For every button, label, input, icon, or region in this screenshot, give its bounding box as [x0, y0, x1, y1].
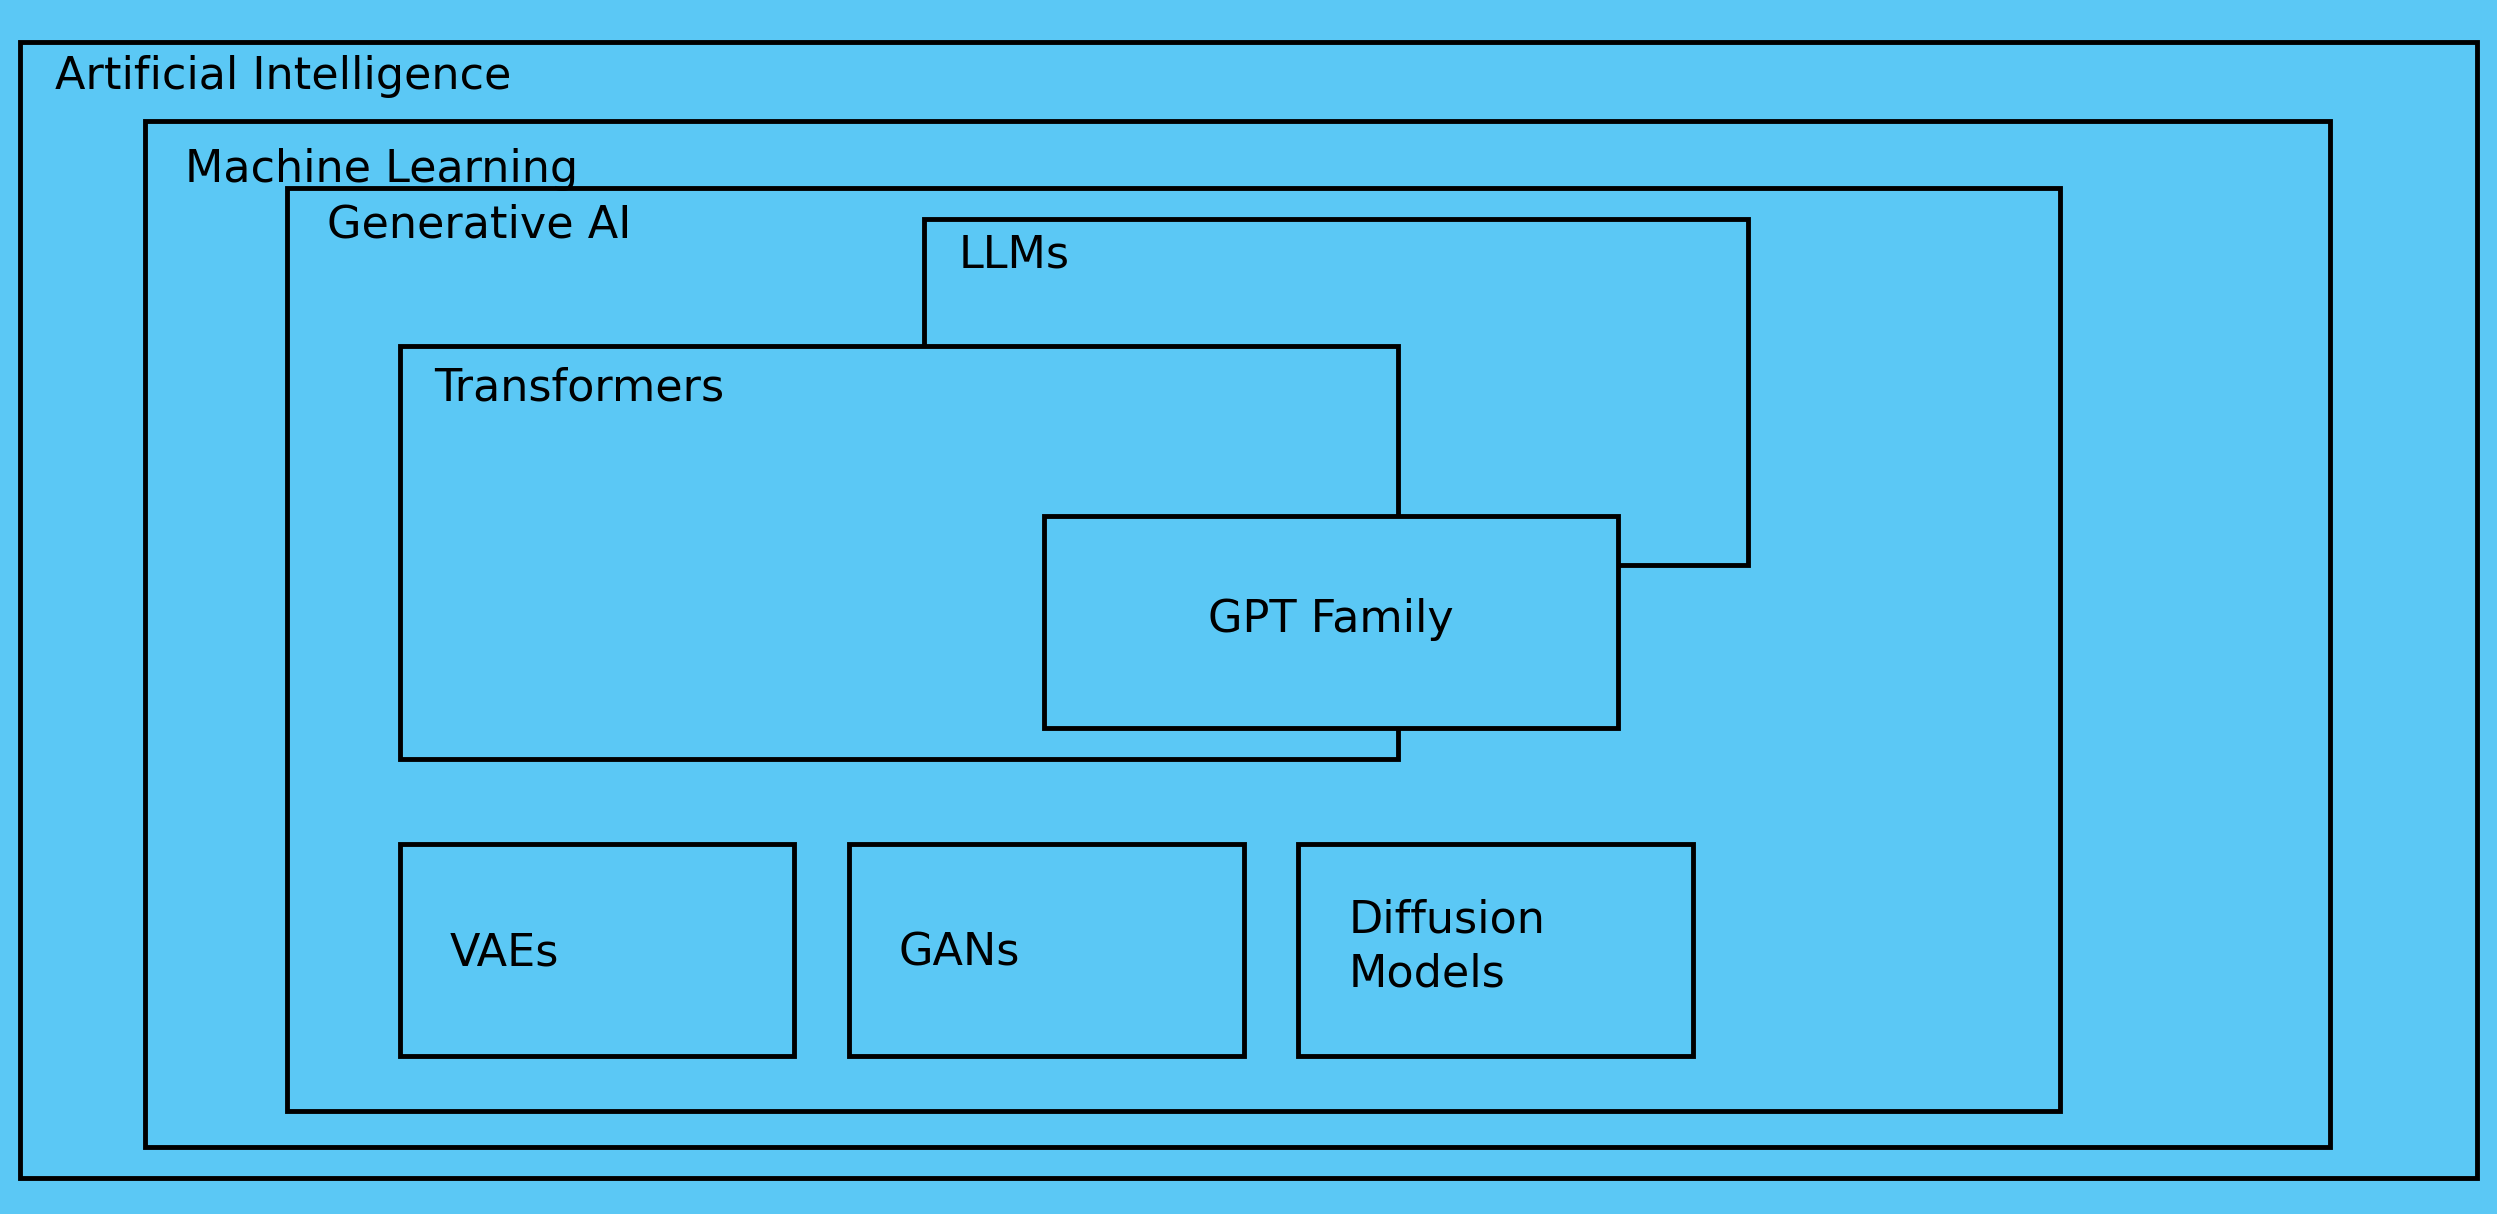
FancyBboxPatch shape — [20, 42, 2477, 1178]
Text: GANs: GANs — [899, 931, 1021, 975]
FancyBboxPatch shape — [400, 346, 1398, 759]
Text: Generative AI: Generative AI — [327, 204, 632, 246]
Text: Machine Learning: Machine Learning — [185, 148, 577, 191]
FancyBboxPatch shape — [849, 844, 1244, 1056]
FancyBboxPatch shape — [1044, 516, 1618, 728]
Text: GPT Family: GPT Family — [1209, 597, 1453, 641]
Text: Diffusion
Models: Diffusion Models — [1348, 898, 1546, 995]
Text: Transformers: Transformers — [434, 367, 724, 409]
Text: VAEs: VAEs — [449, 931, 559, 975]
FancyBboxPatch shape — [145, 121, 2330, 1147]
FancyBboxPatch shape — [924, 219, 1748, 565]
Text: LLMs: LLMs — [959, 233, 1069, 276]
FancyBboxPatch shape — [287, 188, 2060, 1111]
FancyBboxPatch shape — [400, 844, 794, 1056]
FancyBboxPatch shape — [1298, 844, 1693, 1056]
Text: Artificial Intelligence: Artificial Intelligence — [55, 55, 512, 97]
